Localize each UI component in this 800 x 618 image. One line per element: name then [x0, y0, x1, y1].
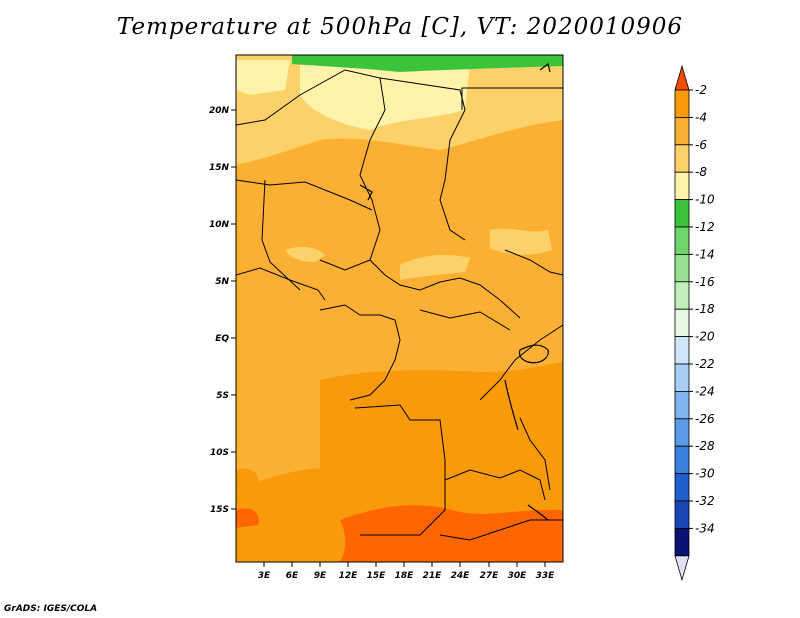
colorbar-swatch — [674, 171, 690, 200]
colorbar-label: -20 — [695, 330, 715, 344]
lon-label: 12E — [339, 571, 359, 581]
chart-title: Temperature at 500hPa [C], VT: 202001090… — [116, 14, 684, 40]
border-line — [439, 519, 563, 541]
colorbar-arrow-top — [674, 64, 690, 91]
colorbar-swatch — [674, 390, 690, 420]
lon-label: 21E — [423, 571, 443, 581]
colorbar-label: -12 — [695, 220, 715, 234]
field-coldest-north — [300, 62, 470, 130]
field-cold-patch-2 — [236, 60, 290, 95]
lon-label: 6E — [286, 571, 299, 581]
lat-label: EQ — [215, 334, 229, 344]
colorbar-swatch — [674, 500, 690, 529]
colorbar-swatch — [674, 336, 690, 365]
lat-label: 10N — [209, 220, 230, 230]
longitude-axis: 3E 6E 9E 12E 15E 18E 21E 24E 27E 30E 33E — [258, 562, 555, 581]
lon-label: 3E — [258, 571, 271, 581]
lon-label: 18E — [395, 571, 415, 581]
colorbar-swatch — [674, 226, 690, 255]
lat-label: 15N — [209, 163, 230, 173]
colorbar-swatch — [674, 308, 690, 338]
colorbar-label: -2 — [695, 83, 707, 97]
colorbar-swatch — [674, 144, 690, 173]
lon-label: 33E — [536, 571, 556, 581]
field-green-strip — [292, 55, 563, 72]
colorbar-label: -30 — [695, 467, 715, 481]
colorbar-label: -6 — [695, 138, 707, 152]
lat-label: 15S — [210, 505, 229, 515]
lon-label: 27E — [480, 571, 500, 581]
colorbar-arrow-bottom — [674, 555, 690, 582]
lake-outline — [518, 344, 549, 364]
colorbar-label: -8 — [695, 165, 707, 179]
colorbar-label: -32 — [695, 494, 715, 508]
border-line — [504, 249, 564, 276]
lake-outlines — [359, 62, 551, 521]
lon-label: 15E — [367, 571, 387, 581]
colorbar-label: -24 — [695, 384, 715, 398]
colorbar-swatch — [674, 473, 690, 502]
border-line — [461, 87, 563, 110]
field-warm-patch — [236, 468, 259, 492]
field-cold-east — [490, 228, 552, 255]
border-line — [519, 417, 551, 491]
colorbar-swatch — [674, 89, 690, 118]
field-cold-west — [285, 246, 325, 262]
border-line — [419, 309, 511, 331]
footer-credit: GrADS: IGES/COLA — [4, 604, 98, 614]
map-frame — [235, 54, 564, 563]
colorbar-swatch — [674, 445, 690, 475]
border-line — [444, 469, 546, 501]
colorbar-label: -4 — [695, 110, 707, 124]
field-cold-central — [400, 254, 470, 280]
colorbar-label: -10 — [695, 193, 715, 207]
field-hottest-south — [340, 505, 563, 562]
colorbar-label: -18 — [695, 302, 715, 316]
colorbar-swatch — [674, 199, 690, 228]
border-line — [319, 304, 401, 401]
colorbar-label: -16 — [695, 275, 715, 289]
temperature-field — [236, 55, 563, 562]
colorbar-label: -26 — [695, 412, 715, 426]
border-line — [379, 77, 466, 241]
lat-label: 10S — [210, 448, 229, 458]
lon-label: 24E — [451, 571, 471, 581]
lake-outline — [527, 504, 549, 521]
lon-label: 30E — [508, 571, 528, 581]
country-borders — [235, 69, 564, 541]
border-line — [235, 267, 326, 301]
lon-label: 9E — [314, 571, 327, 581]
colorbar-swatch — [674, 418, 690, 447]
lake-outline — [359, 184, 373, 201]
colorbar-label: -22 — [695, 357, 715, 371]
field-hot-patch — [236, 508, 259, 528]
colorbar-swatch — [674, 281, 690, 310]
colorbar-swatch — [674, 528, 690, 557]
lat-label: 20N — [209, 106, 230, 116]
border-line — [479, 324, 564, 401]
colorbar-swatch — [674, 363, 690, 392]
colorbar-swatch — [674, 253, 690, 283]
border-line — [354, 404, 446, 536]
lake-outline — [539, 62, 551, 73]
field-warm-south — [236, 362, 563, 562]
colorbar-label: -34 — [695, 521, 715, 535]
colorbar-swatch — [674, 117, 690, 146]
colorbar: -2 -4 -6 -8 -10 -12 -14 -16 -18 -20 -22 -24 -26 -28 -3… — [674, 64, 715, 582]
lake-outline — [504, 379, 519, 431]
lat-label: 5N — [215, 277, 229, 287]
border-line — [369, 259, 521, 319]
border-line — [261, 179, 301, 291]
colorbar-label: -28 — [695, 439, 715, 453]
colorbar-label: -14 — [695, 247, 715, 261]
latitude-axis: 20N 15N 10N 5N EQ 5S 10S 15S — [209, 106, 236, 515]
lat-label: 5S — [216, 391, 229, 401]
